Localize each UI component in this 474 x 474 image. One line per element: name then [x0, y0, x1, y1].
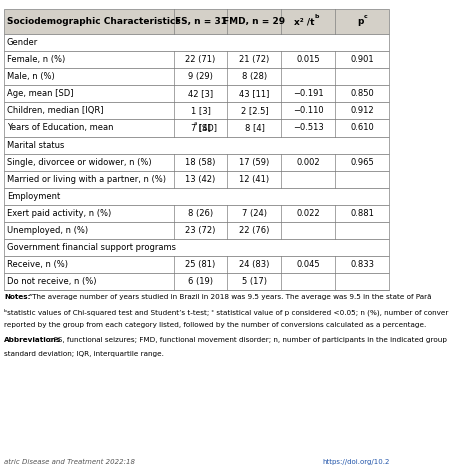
Text: 9 (29): 9 (29) [188, 73, 213, 81]
Text: 22 (71): 22 (71) [185, 55, 216, 64]
Bar [4, 68, 389, 85]
Text: 42 [3]: 42 [3] [188, 90, 213, 98]
Bar [4, 9, 389, 34]
Text: ᵃThe average number of years studied in Brazil in 2018 was 9.5 years. The averag: ᵃThe average number of years studied in … [27, 294, 431, 300]
Text: a: a [193, 121, 197, 126]
Text: 0.850: 0.850 [350, 90, 374, 98]
Bar [4, 239, 389, 256]
Bar [4, 188, 389, 205]
Text: 6 (19): 6 (19) [188, 277, 213, 286]
Text: −0.110: −0.110 [293, 107, 324, 115]
Text: https://doi.org/10.2: https://doi.org/10.2 [322, 459, 389, 465]
Text: 13 (42): 13 (42) [185, 175, 216, 183]
Bar [4, 222, 389, 239]
Text: [SD]: [SD] [196, 124, 217, 132]
Text: c: c [364, 14, 368, 19]
Bar [4, 85, 389, 102]
Text: x² /t: x² /t [294, 18, 315, 26]
Text: 24 (83): 24 (83) [239, 260, 270, 269]
Text: Do not receive, n (%): Do not receive, n (%) [7, 277, 96, 286]
Text: 0.881: 0.881 [350, 209, 374, 218]
Text: Government financial support programs: Government financial support programs [7, 243, 176, 252]
Text: 0.965: 0.965 [350, 158, 374, 166]
Text: 12 (41): 12 (41) [239, 175, 270, 183]
Bar [4, 205, 389, 222]
Bar [4, 51, 389, 68]
Text: 2 [2.5]: 2 [2.5] [241, 107, 268, 115]
Text: Unemployed, n (%): Unemployed, n (%) [7, 226, 88, 235]
Text: 0.015: 0.015 [297, 55, 320, 64]
Text: 25 (81): 25 (81) [185, 260, 216, 269]
Text: reported by the group from each category listed, followed by the number of conve: reported by the group from each category… [4, 322, 426, 328]
Text: Children, median [IQR]: Children, median [IQR] [7, 107, 103, 115]
Text: Years of Education, mean: Years of Education, mean [7, 124, 113, 132]
Text: FMD, n = 29: FMD, n = 29 [223, 18, 285, 26]
Text: 0.833: 0.833 [350, 260, 374, 269]
Text: 22 (76): 22 (76) [239, 226, 270, 235]
Text: −0.191: −0.191 [293, 90, 324, 98]
Bar [4, 171, 389, 188]
Text: Single, divorcee or widower, n (%): Single, divorcee or widower, n (%) [7, 158, 151, 166]
Text: 43 [11]: 43 [11] [239, 90, 270, 98]
Text: 23 (72): 23 (72) [185, 226, 216, 235]
Bar [4, 137, 389, 154]
Text: : FS, functional seizures; FMD, functional movement disorder; n, number of parti: : FS, functional seizures; FMD, function… [49, 337, 447, 343]
Text: 5 (17): 5 (17) [242, 277, 267, 286]
Text: 0.002: 0.002 [297, 158, 320, 166]
Bar [4, 273, 389, 290]
Bar [4, 119, 389, 137]
Text: 0.901: 0.901 [351, 55, 374, 64]
Text: 7 [4]: 7 [4] [191, 124, 210, 132]
Text: Male, n (%): Male, n (%) [7, 73, 55, 81]
Text: 8 (26): 8 (26) [188, 209, 213, 218]
Bar [4, 102, 389, 119]
Text: Age, mean [SD]: Age, mean [SD] [7, 90, 73, 98]
Text: FS, n = 31: FS, n = 31 [174, 18, 227, 26]
Text: Notes:: Notes: [4, 294, 30, 300]
Text: 0.022: 0.022 [297, 209, 320, 218]
Text: 0.912: 0.912 [351, 107, 374, 115]
Text: Gender: Gender [7, 38, 38, 47]
Text: 0.045: 0.045 [297, 260, 320, 269]
Text: ᵇstatistic values of Chi-squared test and Student’s t-test; ᶜ statistical value : ᵇstatistic values of Chi-squared test an… [4, 308, 448, 316]
Text: Marital status: Marital status [7, 141, 64, 149]
Text: Female, n (%): Female, n (%) [7, 55, 65, 64]
Text: Receive, n (%): Receive, n (%) [7, 260, 68, 269]
Text: 0.610: 0.610 [350, 124, 374, 132]
Text: 17 (59): 17 (59) [239, 158, 270, 166]
Text: Exert paid activity, n (%): Exert paid activity, n (%) [7, 209, 111, 218]
Text: Married or living with a partner, n (%): Married or living with a partner, n (%) [7, 175, 166, 183]
Text: 8 (28): 8 (28) [242, 73, 267, 81]
Text: standard deviation; IQR, interquartile range.: standard deviation; IQR, interquartile r… [4, 351, 164, 357]
Text: 7 (24): 7 (24) [242, 209, 267, 218]
Text: Employment: Employment [7, 192, 60, 201]
Bar [4, 256, 389, 273]
Text: 8 [4]: 8 [4] [245, 124, 264, 132]
Text: 21 (72): 21 (72) [239, 55, 270, 64]
Text: Sociodemographic Characteristics: Sociodemographic Characteristics [7, 18, 181, 26]
Text: p: p [357, 18, 364, 26]
Bar [4, 154, 389, 171]
Text: −0.513: −0.513 [293, 124, 324, 132]
Text: 18 (58): 18 (58) [185, 158, 216, 166]
Text: b: b [315, 14, 319, 19]
Bar [4, 34, 389, 51]
Text: atric Disease and Treatment 2022:18: atric Disease and Treatment 2022:18 [4, 459, 135, 465]
Text: Abbreviations: Abbreviations [4, 337, 61, 343]
Text: 1 [3]: 1 [3] [191, 107, 210, 115]
